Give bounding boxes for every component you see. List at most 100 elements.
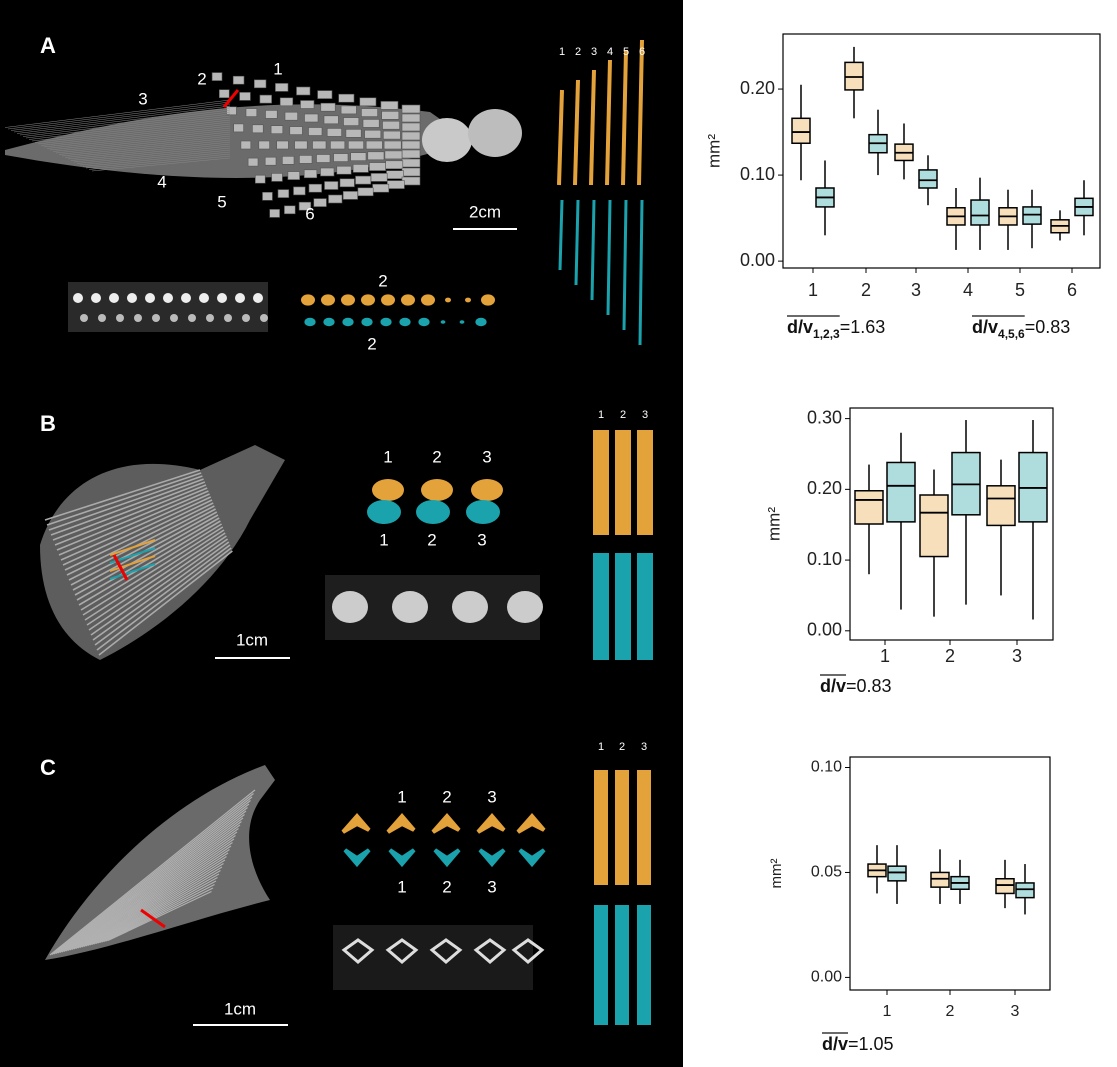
- fin-segment: [324, 116, 338, 124]
- fin-segment: [386, 161, 403, 169]
- section-blob: [418, 318, 429, 326]
- ct-dot: [188, 314, 196, 322]
- box: [971, 200, 989, 225]
- box: [987, 486, 1015, 526]
- panel-letter: B: [40, 411, 56, 436]
- ct-dot: [98, 314, 106, 322]
- fin-segment: [363, 119, 379, 127]
- column-label: 4: [607, 46, 613, 58]
- ct-dot: [116, 314, 124, 322]
- scale-bar-label: 1cm: [224, 999, 256, 1018]
- section-blob: [460, 320, 465, 324]
- x-tick-label: 3: [911, 280, 921, 300]
- ct-dot: [199, 293, 209, 303]
- section-blob: [321, 294, 335, 305]
- ray-ventral: [592, 200, 594, 300]
- ratio-annotation: d/v1,2,3=1.63: [787, 317, 885, 341]
- ray-ventral: [637, 553, 653, 660]
- ct-dot: [181, 293, 191, 303]
- ct-dot: [217, 293, 227, 303]
- fin-segment: [382, 111, 399, 119]
- ratio-label: d/v: [787, 317, 813, 337]
- ray-ventral: [593, 553, 609, 660]
- fin-segment: [280, 98, 293, 106]
- fin-segment: [402, 132, 420, 140]
- ct-dot: [152, 314, 160, 322]
- y-tick-label: 0.00: [807, 620, 842, 640]
- column-label: 2: [575, 46, 581, 58]
- fin-segment: [360, 98, 376, 106]
- fin-segment: [234, 124, 244, 132]
- section-blob: [475, 318, 486, 326]
- ct-dot: [145, 293, 155, 303]
- box: [920, 495, 948, 557]
- fin-segment: [219, 90, 229, 98]
- fin-segment: [387, 181, 404, 189]
- column-label: 3: [591, 46, 597, 58]
- fin-label: 2: [197, 69, 206, 88]
- y-tick-label: 0.20: [807, 478, 842, 498]
- ct-dot: [134, 314, 142, 322]
- section-blob: [380, 318, 391, 326]
- ray-ventral: [560, 200, 562, 270]
- section-blob: [421, 294, 435, 305]
- ratio-label: d/v: [820, 676, 846, 696]
- fin-label: 4: [157, 172, 166, 191]
- y-tick-label: 0.10: [811, 759, 842, 776]
- ray-ventral: [640, 200, 642, 345]
- column-label: 6: [639, 46, 645, 58]
- x-tick-label: 2: [861, 280, 871, 300]
- column-label: 1: [559, 46, 565, 58]
- fin-segment: [266, 110, 278, 118]
- ratio-annotation: d/v=0.83: [820, 676, 892, 696]
- ray-dorsal: [615, 430, 631, 535]
- ratio-value: =0.83: [1025, 317, 1071, 337]
- fin-segment: [329, 195, 343, 203]
- fin-segment: [371, 173, 387, 181]
- fin-segment: [246, 109, 257, 117]
- section-label: 2: [367, 334, 376, 353]
- fin-segment: [305, 114, 319, 122]
- ct-slice: [68, 282, 268, 332]
- ct-dot: [127, 293, 137, 303]
- section-blob: [304, 318, 315, 326]
- box: [855, 491, 883, 524]
- section-blob: [361, 318, 372, 326]
- fin-segment: [255, 175, 265, 183]
- x-tick-label: 6: [1067, 280, 1077, 300]
- fin-segment: [348, 141, 363, 149]
- ct-dot: [109, 293, 119, 303]
- section-label: 3: [487, 787, 496, 806]
- fin-segment: [240, 92, 251, 100]
- fin-segment: [353, 164, 368, 172]
- box: [919, 170, 937, 188]
- section-label: 3: [482, 447, 491, 466]
- ct-blob: [392, 591, 428, 623]
- section-label: 2: [378, 271, 387, 290]
- ct-blob: [507, 591, 543, 623]
- fin-segment: [334, 154, 348, 162]
- fin-segment: [383, 131, 400, 139]
- fin-segment: [402, 150, 420, 158]
- fin-segment: [368, 152, 384, 160]
- fin-segment: [340, 179, 354, 187]
- ratio-value: =0.83: [846, 676, 892, 696]
- section-label: 1: [379, 530, 388, 549]
- fin-segment: [341, 106, 356, 114]
- fin-segment: [282, 156, 294, 164]
- fin-segment: [351, 153, 366, 161]
- ratio-subscript: 4,5,6: [998, 327, 1025, 341]
- fin-segment: [259, 141, 270, 149]
- box: [1016, 883, 1034, 898]
- ray-ventral: [615, 905, 629, 1025]
- fin-segment: [402, 114, 420, 122]
- fin-segment: [402, 141, 420, 149]
- ray-ventral: [637, 905, 651, 1025]
- fin-label: 1: [273, 59, 282, 78]
- fin-segment: [278, 190, 289, 198]
- ratio-value: =1.63: [840, 317, 886, 337]
- section-blob: [367, 500, 401, 524]
- x-tick-label: 1: [883, 1003, 892, 1020]
- scale-bar-label: 1cm: [236, 630, 268, 649]
